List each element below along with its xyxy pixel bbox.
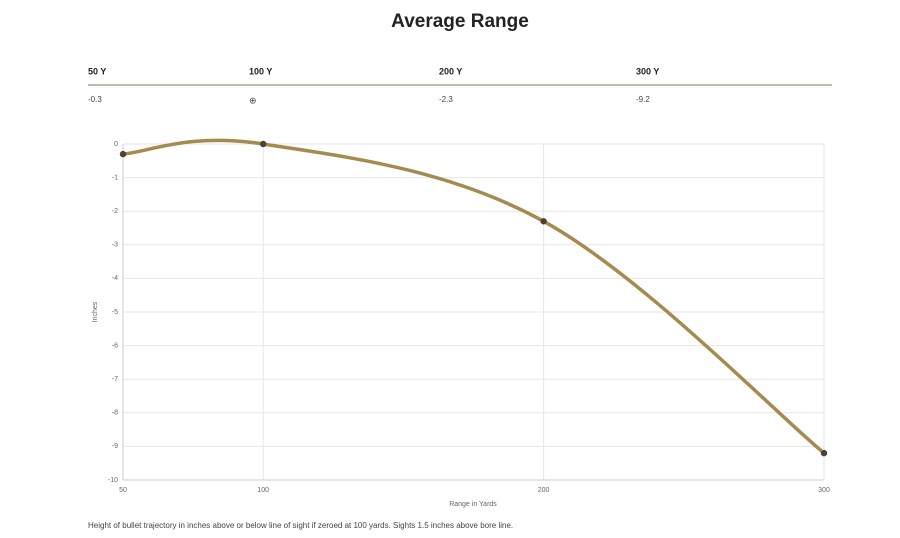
table-header: 300 Y <box>636 66 659 76</box>
y-tick-label: -6 <box>112 342 118 349</box>
y-tick-label: -8 <box>112 410 118 417</box>
footnote: Height of bullet trajectory in inches ab… <box>88 521 513 530</box>
y-tick-label: -10 <box>108 477 118 484</box>
x-axis-label: Range in Yards <box>449 501 497 508</box>
table-cell: -9.2 <box>636 95 650 104</box>
table-header: 200 Y <box>439 66 462 76</box>
x-tick-label: 200 <box>538 487 550 494</box>
table-header: 100 Y <box>249 66 272 76</box>
y-tick-label: -4 <box>112 275 118 282</box>
y-tick-label: -3 <box>112 242 118 249</box>
x-tick-label: 300 <box>818 487 830 494</box>
y-tick-label: -5 <box>112 309 118 316</box>
table-header: 50 Y <box>88 66 106 76</box>
table-cell: ⊕ <box>249 95 257 105</box>
point <box>820 449 828 457</box>
y-tick-label: -7 <box>112 376 118 383</box>
y-tick-label: -2 <box>112 208 118 215</box>
page-title: Average Range <box>391 11 529 32</box>
y-tick-label: 0 <box>114 141 118 148</box>
table-cell: -0.3 <box>88 95 102 104</box>
table-cell: -2.3 <box>439 95 453 104</box>
point <box>260 140 267 148</box>
trajectory-line <box>122 138 826 455</box>
y-tick-label: -9 <box>112 443 118 450</box>
point <box>540 218 547 225</box>
x-tick-label: 100 <box>257 487 269 494</box>
point <box>119 150 127 158</box>
x-tick-label: 50 <box>119 487 127 494</box>
y-axis-label: Inches <box>92 301 99 322</box>
y-tick-label: -1 <box>112 174 118 181</box>
